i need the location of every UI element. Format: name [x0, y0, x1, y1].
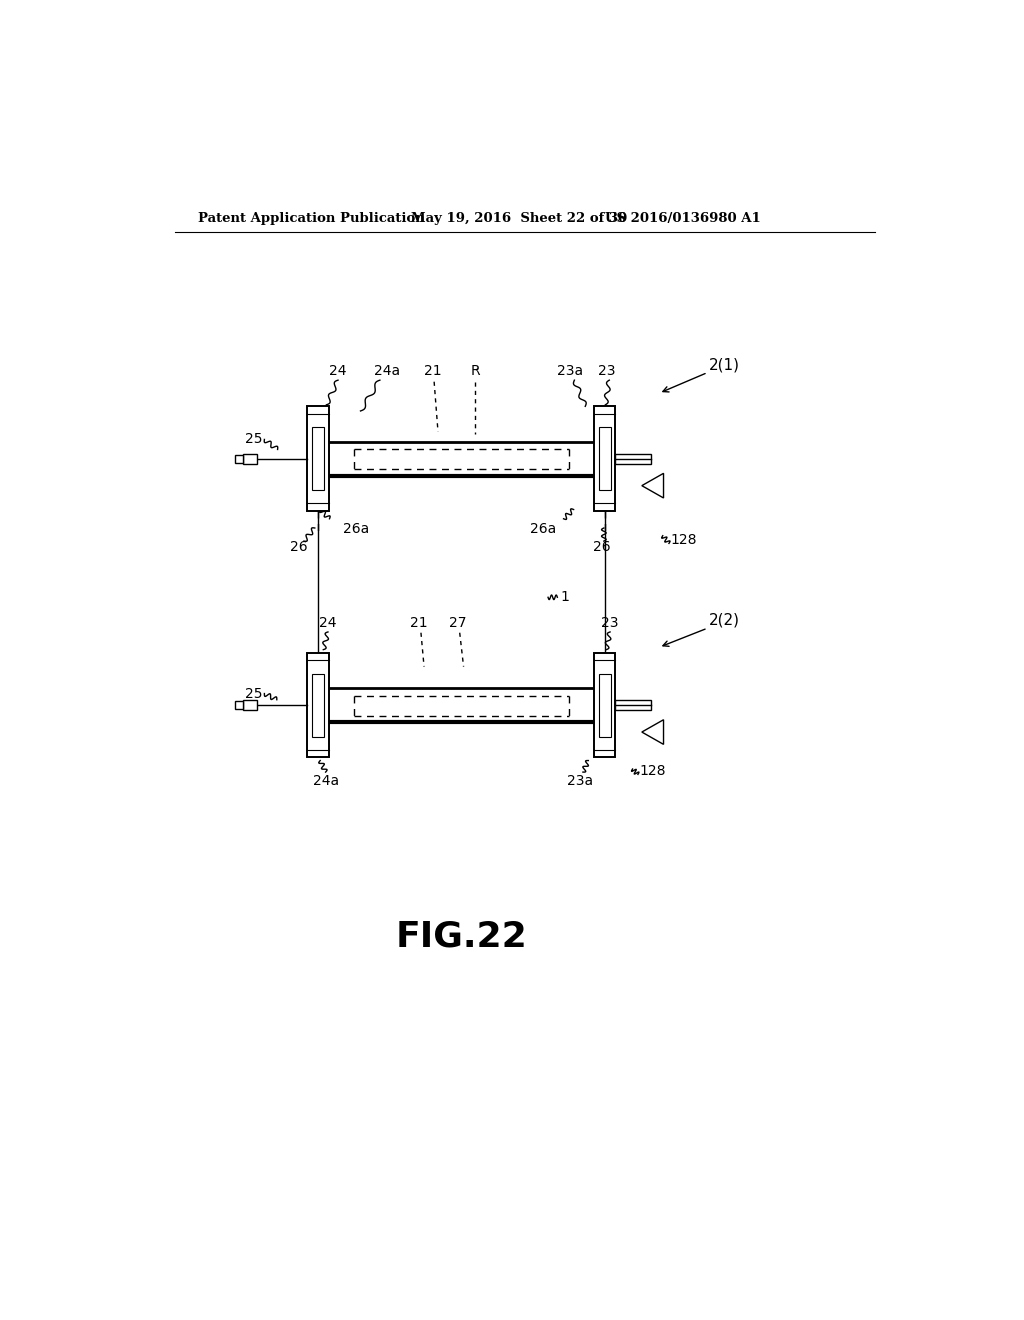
Text: 26: 26	[594, 540, 611, 553]
Text: 24: 24	[319, 615, 337, 630]
Text: 128: 128	[671, 532, 697, 546]
Bar	[307, 407, 329, 511]
Text: Patent Application Publication: Patent Application Publication	[198, 213, 425, 224]
Text: May 19, 2016  Sheet 22 of 30: May 19, 2016 Sheet 22 of 30	[411, 213, 627, 224]
Text: 24a: 24a	[375, 364, 400, 378]
Text: 26a: 26a	[530, 521, 556, 536]
Text: 1: 1	[560, 590, 569, 605]
Text: 26a: 26a	[343, 521, 370, 536]
Bar	[234, 701, 243, 709]
Bar	[312, 673, 324, 737]
Text: 25: 25	[246, 433, 263, 446]
Bar	[594, 407, 615, 511]
Text: 27: 27	[449, 615, 466, 630]
Text: R: R	[470, 364, 480, 378]
Bar	[594, 653, 615, 758]
Bar	[599, 428, 610, 490]
Text: 23a: 23a	[566, 775, 593, 788]
Text: 21: 21	[410, 615, 427, 630]
Text: 25: 25	[246, 686, 263, 701]
Bar	[615, 454, 650, 463]
Bar	[307, 653, 329, 758]
Text: 24a: 24a	[312, 775, 339, 788]
Text: 23a: 23a	[557, 364, 584, 378]
Text: 24: 24	[329, 364, 346, 378]
Text: 23: 23	[598, 364, 615, 378]
Text: 26: 26	[290, 540, 307, 553]
Bar	[312, 428, 324, 490]
Bar	[615, 700, 650, 710]
Text: 2(2): 2(2)	[710, 612, 740, 628]
Polygon shape	[642, 474, 664, 498]
Bar	[599, 673, 610, 737]
Bar	[234, 454, 243, 463]
Bar	[243, 454, 257, 463]
Bar	[243, 700, 257, 710]
Text: 21: 21	[424, 364, 441, 378]
Text: FIG.22: FIG.22	[395, 919, 527, 953]
Text: US 2016/0136980 A1: US 2016/0136980 A1	[604, 213, 761, 224]
Text: 23: 23	[601, 615, 618, 630]
Text: 128: 128	[640, 763, 666, 777]
Polygon shape	[642, 719, 664, 744]
Text: 2(1): 2(1)	[710, 358, 740, 372]
